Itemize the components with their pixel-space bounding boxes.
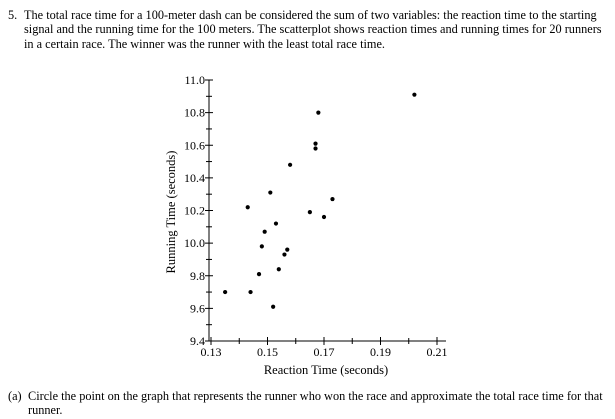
- y-tick-label: 9.4: [190, 334, 205, 348]
- data-point: [259, 244, 264, 249]
- scatter-points: [223, 92, 417, 309]
- data-point: [307, 210, 312, 215]
- data-point: [282, 252, 287, 257]
- x-tick-label: 0.15: [257, 345, 278, 359]
- data-point: [313, 141, 318, 146]
- y-tick-label: 10.0: [184, 236, 205, 250]
- data-point: [313, 146, 318, 151]
- data-point: [245, 205, 250, 210]
- y-tick-label: 10.4: [184, 171, 205, 185]
- y-tick-label: 10.2: [184, 204, 205, 218]
- x-tick-label: 0.17: [314, 345, 335, 359]
- data-point: [276, 267, 281, 272]
- data-point: [316, 110, 321, 115]
- data-point: [412, 92, 417, 97]
- data-point: [268, 190, 273, 195]
- part-a-text: Circle the point on the graph that repre…: [28, 389, 603, 417]
- question-text-block: 5. The total race time for a 100-meter d…: [8, 8, 608, 51]
- x-tick-label: 0.13: [201, 345, 222, 359]
- x-axis-label: Reaction Time (seconds): [264, 363, 388, 377]
- x-tick-label: 0.19: [370, 345, 391, 359]
- y-axis-label: Running Time (seconds): [164, 151, 178, 274]
- y-tick-label: 9.8: [190, 269, 205, 283]
- data-point: [285, 247, 290, 252]
- x-tick-label: 0.21: [427, 345, 448, 359]
- y-tick-label: 11.0: [184, 73, 205, 87]
- y-tick-label: 10.6: [184, 138, 205, 152]
- data-point: [271, 304, 276, 309]
- data-point: [248, 289, 253, 295]
- data-point: [330, 196, 335, 202]
- question-stem: The total race time for a 100-meter dash…: [24, 8, 602, 51]
- data-point: [262, 229, 267, 234]
- part-a-block: (a) Circle the point on the graph that r…: [8, 389, 613, 417]
- data-point: [321, 214, 327, 220]
- data-point: [288, 162, 293, 167]
- question-number: 5.: [8, 8, 18, 22]
- y-tick-label: 10.8: [184, 106, 205, 120]
- y-tick-label: 9.6: [190, 301, 205, 315]
- data-point: [256, 272, 262, 277]
- part-a-label: (a): [8, 389, 22, 403]
- chart-axes: 9.4 9.6 9.8 10.0 10.2 10.4 10.6 10.8 11.0 0.13 0.1…: [184, 73, 448, 359]
- data-point: [273, 221, 279, 226]
- data-point: [223, 289, 228, 295]
